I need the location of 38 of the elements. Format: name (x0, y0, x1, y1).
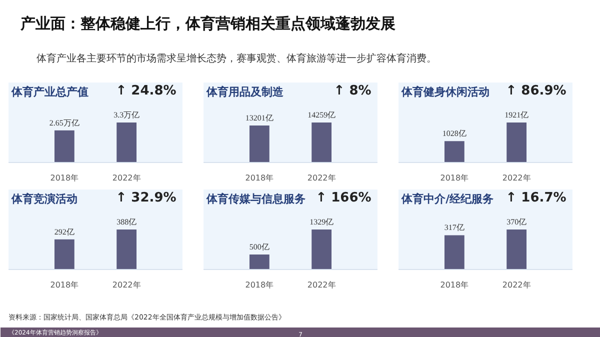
chart-title: 体育健身休闲活动 (400, 86, 490, 98)
chart-title: 体育用品及制造 (206, 86, 285, 98)
x-tick-label: 2018年 (245, 174, 274, 182)
x-tick-label: 2018年 (245, 280, 274, 290)
text: ↑ 8% (334, 84, 372, 98)
chart-title: 体育竞演活动 (10, 192, 78, 206)
data-label: 14259亿 (308, 110, 336, 120)
text: ↑ 16.7% (506, 190, 566, 206)
x-tick-label: 2018年 (440, 280, 469, 290)
data-label: 292亿 (54, 227, 74, 236)
x-tick-label: 2022年 (502, 280, 531, 290)
x-tick-label: 2022年 (307, 174, 336, 182)
x-tick-label: 2022年 (112, 280, 141, 290)
data-label: 500亿 (249, 242, 270, 252)
x-tick-label: 2018年 (440, 174, 469, 182)
x-tick-label: 2022年 (307, 280, 336, 290)
data-label: 1329亿 (310, 218, 334, 226)
chart-title: 体育中介/经纪服务 (400, 192, 494, 206)
x-tick-label: 2018年 (50, 280, 79, 290)
data-label: 2.65万亿 (49, 118, 80, 128)
data-label: 13201亿 (245, 113, 274, 122)
text: 产业面：整体稳健上行，体育营销相关重点领域蓬勃发展 (20, 14, 396, 32)
x-tick-label: 2022年 (112, 174, 141, 182)
data-label: 1028亿 (442, 129, 466, 138)
data-label: 388亿 (116, 218, 137, 226)
data-label: 3.3万亿 (114, 110, 140, 120)
text: 体育产业各主要环节的市场需求呈增长态势，赛事观赏、体育旅游等进一步扩容体育消费。 (36, 52, 436, 64)
text: ↑ 166% (316, 190, 372, 206)
chart-title: 体育产业总产值 (10, 86, 89, 98)
data-label: 317亿 (444, 223, 464, 232)
text: ↑ 32.9% (116, 190, 176, 206)
text: ↑ 86.9% (506, 84, 566, 98)
x-tick-label: 2022年 (502, 174, 531, 182)
data-label: 370亿 (506, 218, 527, 226)
chart-title: 体育传媒与信息服务 (206, 192, 306, 206)
x-tick-label: 2018年 (50, 174, 79, 182)
text: ↑ 24.8% (116, 84, 176, 98)
data-label: 1921亿 (504, 110, 529, 120)
